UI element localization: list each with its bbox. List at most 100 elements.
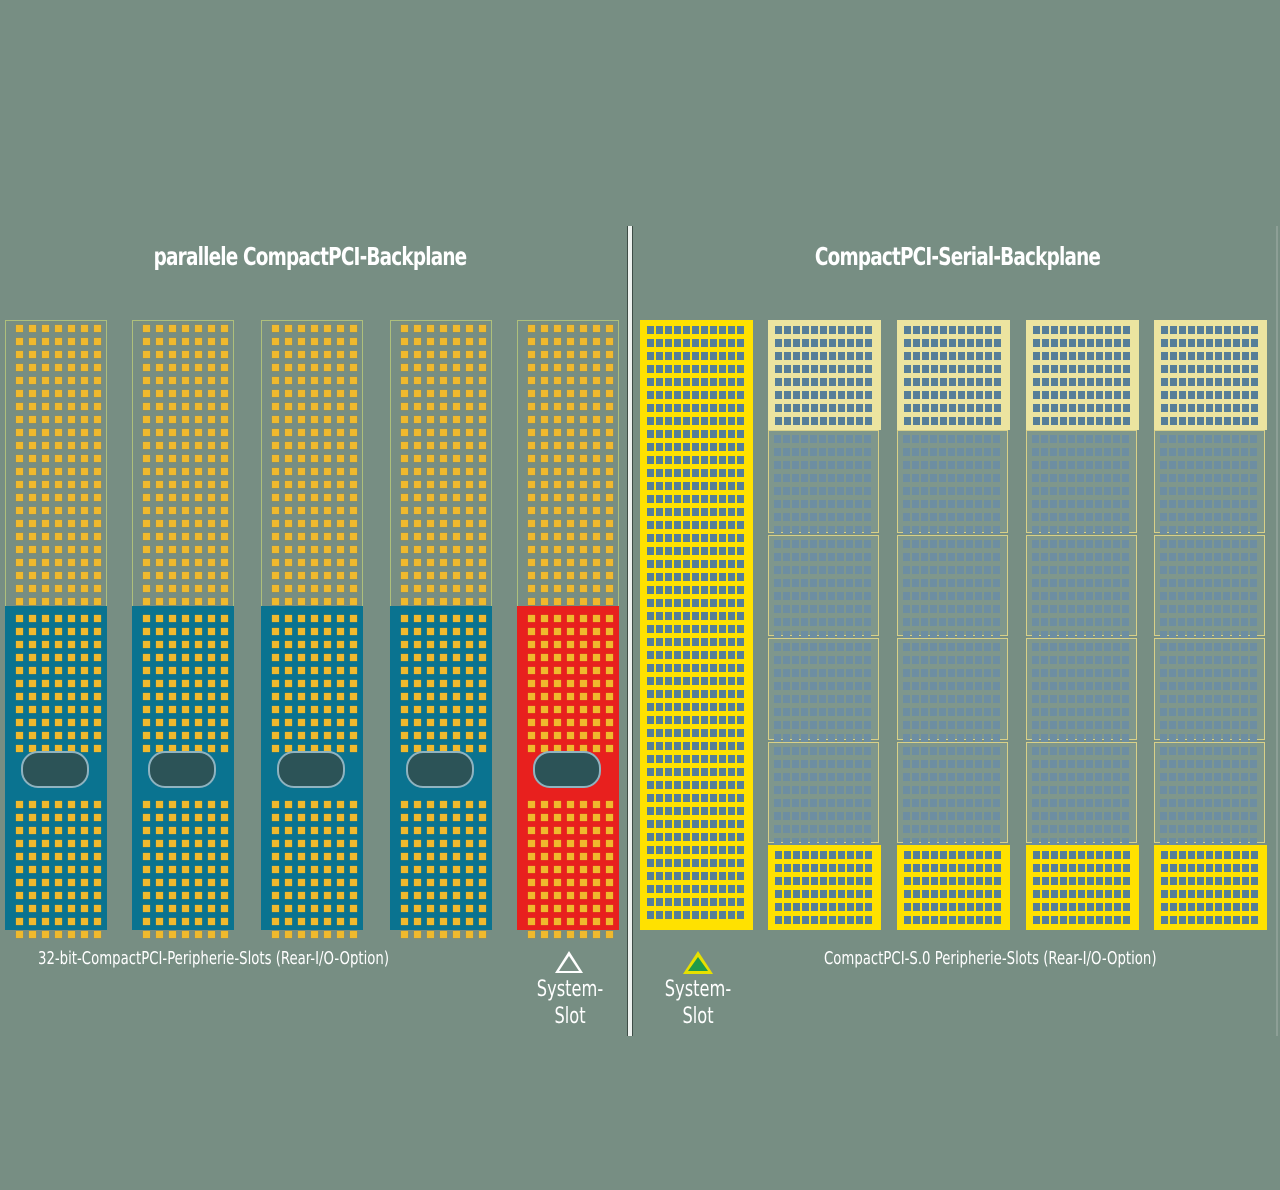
serial-system-slot-label: System- Slot [657,976,739,1030]
pin-rows [774,747,873,846]
right-panel-title: CompactPCI-Serial-Backplane [814,242,1101,271]
connector-section [1026,638,1137,742]
system-slot-label-line2: Slot [554,1004,586,1029]
pin-grid [143,615,228,752]
pin-rows [1160,747,1259,846]
connector-section [768,320,881,430]
pin-rows [903,643,1002,742]
parallel-peripheral-label: 32-bit-CompactPCI-Peripherie-Slots (Rear… [38,948,390,969]
system-slot-label-line2: Slot [682,1004,714,1029]
pin-rows [904,851,1003,924]
connector-upper [5,320,107,607]
connector-lower [261,606,363,938]
connector-section [897,535,1008,639]
connector-lower [132,606,234,938]
pin-grid [16,325,101,605]
connector-upper [390,320,492,607]
pin-rows [1032,540,1131,639]
pin-rows [1160,435,1259,534]
pin-grid [528,325,613,605]
left-panel-title: parallele CompactPCI-Backplane [153,242,467,271]
serial-peripheral-slot [768,320,881,930]
connector-section [768,535,879,639]
connector-section [768,430,879,534]
connector-section [1026,320,1139,430]
parallel-peripheral-slot [132,320,234,938]
pin-grid [16,615,101,752]
keying-hole [277,751,345,788]
pin-rows [903,435,1002,534]
pin-grid [272,325,357,605]
connector-section [768,638,879,742]
connector-section [1026,845,1139,930]
connector-section [897,845,1010,930]
connector-section [897,430,1008,534]
right-edge-line [1276,226,1278,1036]
pin-grid [143,801,228,938]
connector-section [897,742,1008,846]
pin-rows [1161,326,1260,425]
pin-rows [774,540,873,639]
pin-grid [143,325,228,605]
panel-divider [628,226,632,1036]
system-slot-label-line1: System- [536,977,604,1002]
pin-grid [272,801,357,938]
pin-rows [775,326,874,425]
serial-peripheral-label: CompactPCI-S.0 Peripherie-Slots (Rear-I/… [824,948,1157,969]
connector-section [1026,535,1137,639]
connector-lower [517,606,619,938]
pin-rows [1032,747,1131,846]
serial-peripheral-slot [1154,320,1267,930]
pin-grid [16,801,101,938]
keying-hole [21,751,89,788]
pin-rows [1032,435,1131,534]
parallel-peripheral-slot [261,320,363,938]
pin-rows [903,540,1002,639]
pin-rows [647,326,746,919]
keying-hole [406,751,474,788]
parallel-peripheral-slot [5,320,107,938]
pin-rows [775,851,874,924]
pin-rows [1033,326,1132,425]
connector-section [1154,430,1265,534]
serial-system-slot [640,320,753,930]
connector-upper [517,320,619,607]
pin-rows [1160,643,1259,742]
pin-rows [903,747,1002,846]
pin-rows [1032,643,1131,742]
keying-hole [533,751,601,788]
connector-lower [5,606,107,938]
pin-grid [401,325,486,605]
serial-system-slot-triangle-icon [683,951,713,974]
system-slot-label-line1: System- [664,977,732,1002]
connector-section [1154,535,1265,639]
connector-section [768,845,881,930]
parallel-system-slot-label: System- Slot [529,976,611,1030]
pin-grid [272,615,357,752]
connector-section [1154,742,1265,846]
connector-section [640,320,753,930]
serial-peripheral-slot [1026,320,1139,930]
connector-section [1026,430,1137,534]
keying-hole [148,751,216,788]
pin-rows [774,435,873,534]
connector-section [1154,320,1267,430]
parallel-system-slot-triangle-icon [555,951,583,973]
pin-rows [1160,540,1259,639]
connector-section [897,638,1008,742]
pin-rows [1161,851,1260,924]
parallel-peripheral-slot [390,320,492,938]
pin-rows [1033,851,1132,924]
connector-section [897,320,1010,430]
connector-upper [261,320,363,607]
serial-peripheral-slot [897,320,1010,930]
pin-grid [401,801,486,938]
pin-rows [774,643,873,742]
parallel-system-slot [517,320,619,938]
connector-section [1154,845,1267,930]
connector-upper [132,320,234,607]
pin-grid [528,615,613,752]
connector-section [1154,638,1265,742]
pin-grid [528,801,613,938]
connector-section [768,742,879,846]
